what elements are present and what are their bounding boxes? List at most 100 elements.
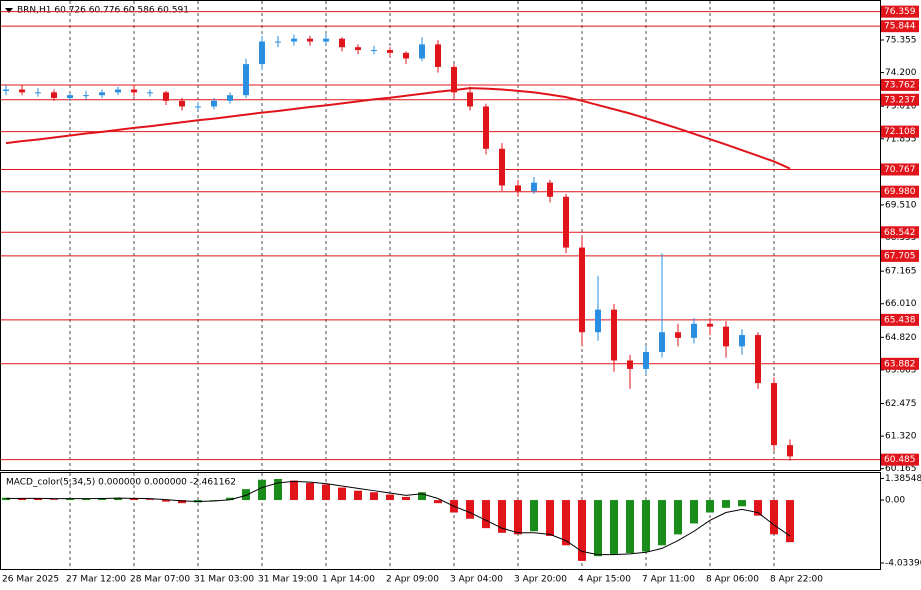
macd-bar <box>498 500 506 533</box>
candle-body <box>467 92 473 107</box>
candle-body <box>19 89 25 93</box>
candle-body <box>579 247 585 333</box>
candle-body <box>179 100 185 107</box>
candle-body <box>67 95 73 98</box>
candle-body <box>83 95 89 97</box>
macd-tick-label: 1.385487 <box>885 474 921 484</box>
macd-bar <box>370 492 378 501</box>
macd-bar <box>418 492 426 501</box>
macd-frame <box>0 472 881 570</box>
y-tick-label: 69.510 <box>885 200 917 210</box>
candle-body <box>115 89 121 93</box>
y-tick-label: 62.475 <box>885 399 917 409</box>
y-tick-label: 61.320 <box>885 432 917 442</box>
macd-bar <box>338 487 346 501</box>
macd-bar <box>322 484 330 501</box>
level-box <box>881 20 919 33</box>
level-label: 70.767 <box>884 165 916 175</box>
candle-body <box>531 182 537 192</box>
macd-bar <box>658 500 666 546</box>
macd-bar <box>642 500 650 552</box>
macd-bar <box>82 498 90 501</box>
macd-bar <box>738 500 746 507</box>
macd-bar <box>674 500 682 535</box>
candle-body <box>771 383 777 446</box>
macd-bar <box>786 500 794 543</box>
macd-bar <box>386 494 394 501</box>
macd-bar <box>578 500 586 561</box>
macd-bar <box>706 500 714 513</box>
level-label: 65.438 <box>884 315 916 325</box>
candle-body <box>387 50 393 53</box>
x-tick-label: 2 Apr 09:00 <box>386 575 439 585</box>
candle-body <box>51 92 57 98</box>
macd-bar <box>482 500 490 529</box>
macd-bar <box>210 500 218 501</box>
x-tick-label: 1 Apr 14:00 <box>322 575 375 585</box>
candle-body <box>195 106 201 108</box>
level-box <box>881 125 919 138</box>
macd-bar <box>242 489 250 501</box>
candle-body <box>691 323 697 338</box>
macd-bar <box>178 500 186 504</box>
level-label: 75.844 <box>884 22 916 32</box>
level-label: 73.762 <box>884 80 916 90</box>
macd-bar <box>354 490 362 501</box>
y-tick-label: 67.165 <box>885 267 917 277</box>
candle-body <box>339 38 345 48</box>
candle-body <box>291 38 297 42</box>
x-tick-label: 8 Apr 06:00 <box>706 575 759 585</box>
macd-bar <box>34 498 42 501</box>
candle-body <box>563 196 569 248</box>
macd-bar <box>690 500 698 524</box>
y-tick-label: 74.200 <box>885 68 917 78</box>
candle-body <box>419 44 425 59</box>
macd-bar <box>146 499 154 501</box>
y-tick-label: 71.855 <box>885 134 917 144</box>
y-tick-label: 60.165 <box>885 464 917 474</box>
candle-body <box>323 38 329 42</box>
candle-body <box>659 332 665 352</box>
candle-body <box>643 352 649 369</box>
level-box <box>881 78 919 91</box>
macd-bar <box>722 500 730 508</box>
macd-bar <box>434 500 442 504</box>
level-label: 72.108 <box>884 127 916 137</box>
candle-body <box>403 52 409 59</box>
level-box <box>881 249 919 262</box>
macd-bar <box>2 497 10 501</box>
menu-triangle[interactable] <box>5 8 13 13</box>
level-box <box>881 226 919 239</box>
level-box <box>881 5 919 18</box>
macd-bar <box>66 498 74 501</box>
level-label: 76.359 <box>884 7 916 17</box>
candle-body <box>227 95 233 101</box>
candle-body <box>355 47 361 51</box>
chart-title: BRN,H1 60.726 60.776 60.586 60.591 <box>17 6 189 16</box>
macd-bar <box>258 479 266 501</box>
macd-bar <box>226 497 234 501</box>
level-box <box>881 163 919 176</box>
y-tick-label: 64.820 <box>885 333 917 343</box>
x-tick-label: 7 Apr 11:00 <box>642 575 695 585</box>
macd-bar <box>754 500 762 516</box>
candle-body <box>451 66 457 93</box>
candle-body <box>163 92 169 101</box>
candle-body <box>371 50 377 52</box>
macd-bar <box>594 500 602 557</box>
macd-tick-label: 0.00 <box>885 496 905 506</box>
candle-body <box>723 326 729 347</box>
candle-body <box>515 185 521 192</box>
moving-average <box>5 87 791 170</box>
level-box <box>881 185 919 198</box>
candle-body <box>787 445 793 457</box>
candle-body <box>739 335 745 347</box>
macd-bar <box>514 500 522 535</box>
macd-bar <box>466 500 474 519</box>
macd-bar <box>530 500 538 532</box>
x-tick-label: 4 Apr 15:00 <box>578 575 631 585</box>
candle-body <box>707 323 713 327</box>
candle-body <box>99 92 105 96</box>
candle-body <box>627 360 633 369</box>
